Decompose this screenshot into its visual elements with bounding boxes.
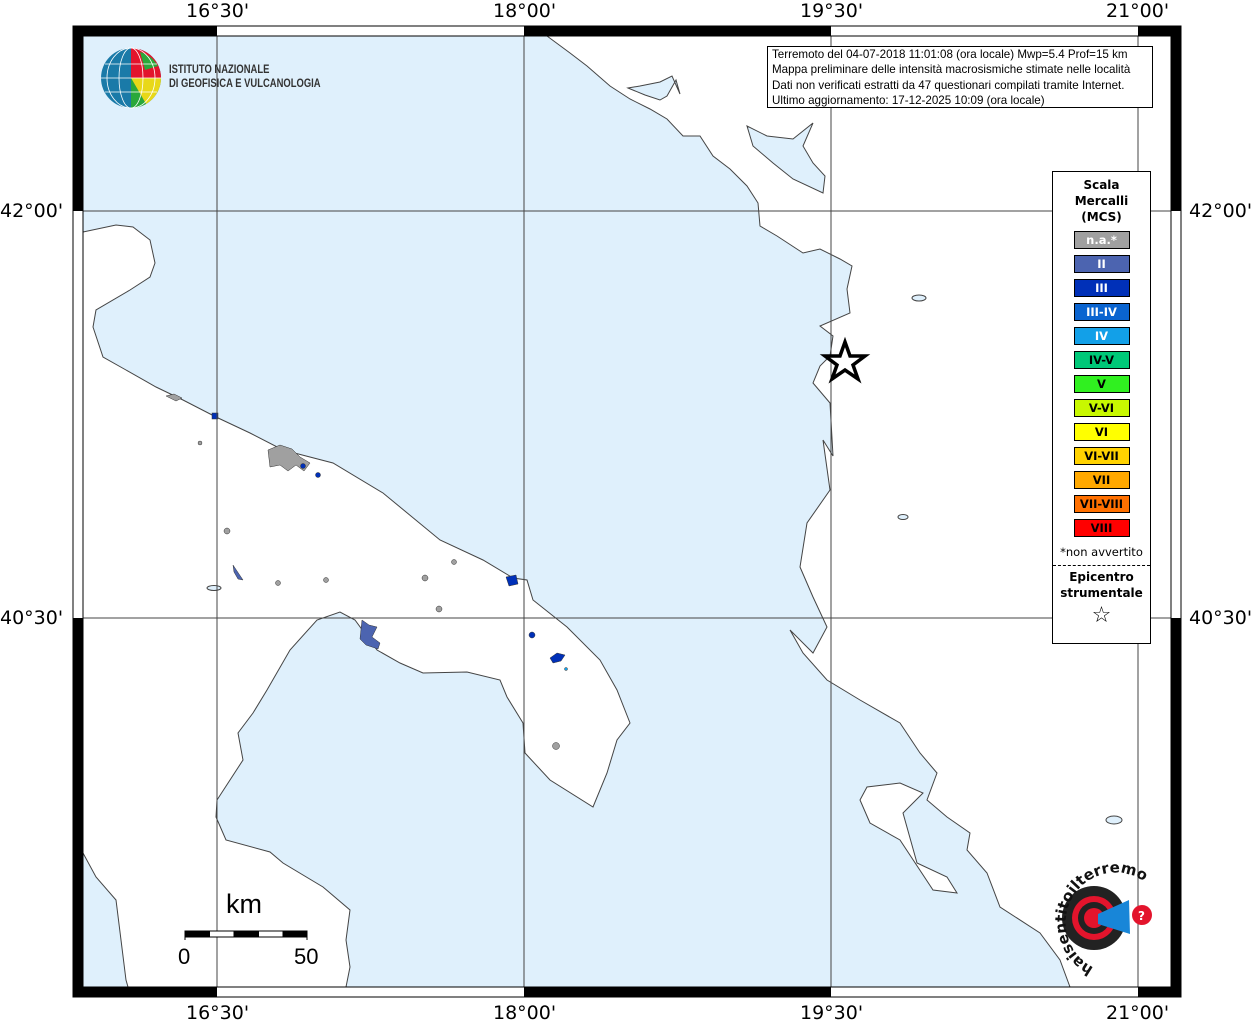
svg-text:?: ?: [1138, 909, 1145, 923]
lon-label-bottom: 16°30': [186, 1002, 250, 1024]
locality-ii: [232, 564, 244, 581]
lon-label-bottom: 18°00': [493, 1002, 557, 1024]
legend-swatch: VIII: [1073, 519, 1130, 537]
locality-iii: [300, 463, 306, 469]
island-corfu: [859, 782, 958, 894]
legend-swatch: IV-V: [1073, 351, 1130, 369]
scale-min: 0: [178, 944, 191, 969]
lon-label-top: 19°30': [800, 0, 864, 22]
locality-na: [435, 605, 443, 613]
island: [897, 514, 909, 520]
land-italy: [82, 224, 631, 988]
lat-label-left: 42°00': [0, 200, 64, 222]
legend-swatch: VI-VII: [1073, 447, 1130, 465]
epicenter-star-icon: [819, 336, 871, 384]
locality-iii: [211, 412, 219, 420]
bay-kotor: [626, 75, 681, 101]
ingv-logo-text: ISTITUTO NAZIONALE DI GEOFISICA E VULCANO…: [169, 64, 321, 90]
locality-na: [552, 742, 560, 750]
intensity-localities: [165, 393, 568, 750]
event-line: Terremoto del 04-07-2018 11:01:08 (ora l…: [772, 48, 1128, 61]
lat-label-right: 40°30': [1189, 607, 1253, 629]
scale-bar: [184, 930, 308, 940]
legend-swatch: V: [1073, 375, 1130, 393]
legend-star-icon: ☆: [1091, 603, 1112, 628]
locality-iv: [564, 667, 568, 671]
scale-max: 50: [294, 944, 319, 969]
event-info-box: Terremoto del 04-07-2018 11:01:08 (ora l…: [767, 46, 1153, 108]
legend-swatch: n.a.*: [1073, 231, 1130, 249]
locality-iii: [528, 631, 536, 639]
island: [1105, 815, 1123, 825]
locality-iii: [315, 472, 321, 478]
locality-iii: [505, 574, 519, 587]
scale-unit: km: [226, 889, 262, 919]
locality-na: [451, 559, 457, 565]
locality-na: [275, 580, 281, 586]
map-frame: [72, 25, 1182, 998]
mcs-legend: Scala Mercalli (MCS) n.a.* II III III-IV IV IV-…: [1052, 171, 1151, 644]
lat-label-right: 42°00': [1189, 200, 1253, 222]
locality-na: [165, 393, 183, 402]
legend-swatch: VII: [1073, 471, 1130, 489]
legend-swatch: V-VI: [1073, 399, 1130, 417]
locality-iii: [549, 652, 566, 664]
locality-na: [421, 574, 429, 582]
legend-swatch: IV: [1073, 327, 1130, 345]
legend-swatch: II: [1073, 255, 1130, 273]
lon-label-top: 16°30': [186, 0, 250, 22]
locality-ii: [359, 619, 381, 650]
lon-label-bottom: 21°00': [1106, 1002, 1170, 1024]
lon-label-bottom: 19°30': [800, 1002, 864, 1024]
lon-label-top: 18°00': [493, 0, 557, 22]
legend-swatch: III-IV: [1073, 303, 1130, 321]
legend-divider: [1053, 565, 1150, 566]
locality-na: [197, 440, 203, 446]
lat-label-left: 40°30': [0, 607, 64, 629]
locality-na: [323, 577, 329, 583]
data-source-note: Dati non verificati estratti da 47 quest…: [772, 78, 1125, 92]
legend-swatch: VII-VIII: [1073, 495, 1130, 513]
locality-na: [267, 444, 311, 472]
last-update: Ultimo aggiornamento: 17-12-2025 10:09 (…: [772, 93, 1045, 107]
ingv-logo-globe: [101, 47, 161, 109]
locality-na: [223, 527, 231, 535]
legend-epicenter-label: Epicentro strumentale: [1060, 570, 1143, 600]
island: [206, 585, 222, 591]
legend-title: Scala Mercalli (MCS): [1074, 178, 1129, 224]
map-description: Mappa preliminare delle intensità macros…: [772, 63, 1131, 77]
lake-scutari: [746, 122, 826, 194]
legend-swatch: III: [1073, 279, 1130, 297]
legend-swatch: VI: [1073, 423, 1130, 441]
legend-note: *non avvertito: [1060, 545, 1143, 559]
lon-label-top: 21°00': [1106, 0, 1170, 22]
island: [911, 294, 927, 302]
